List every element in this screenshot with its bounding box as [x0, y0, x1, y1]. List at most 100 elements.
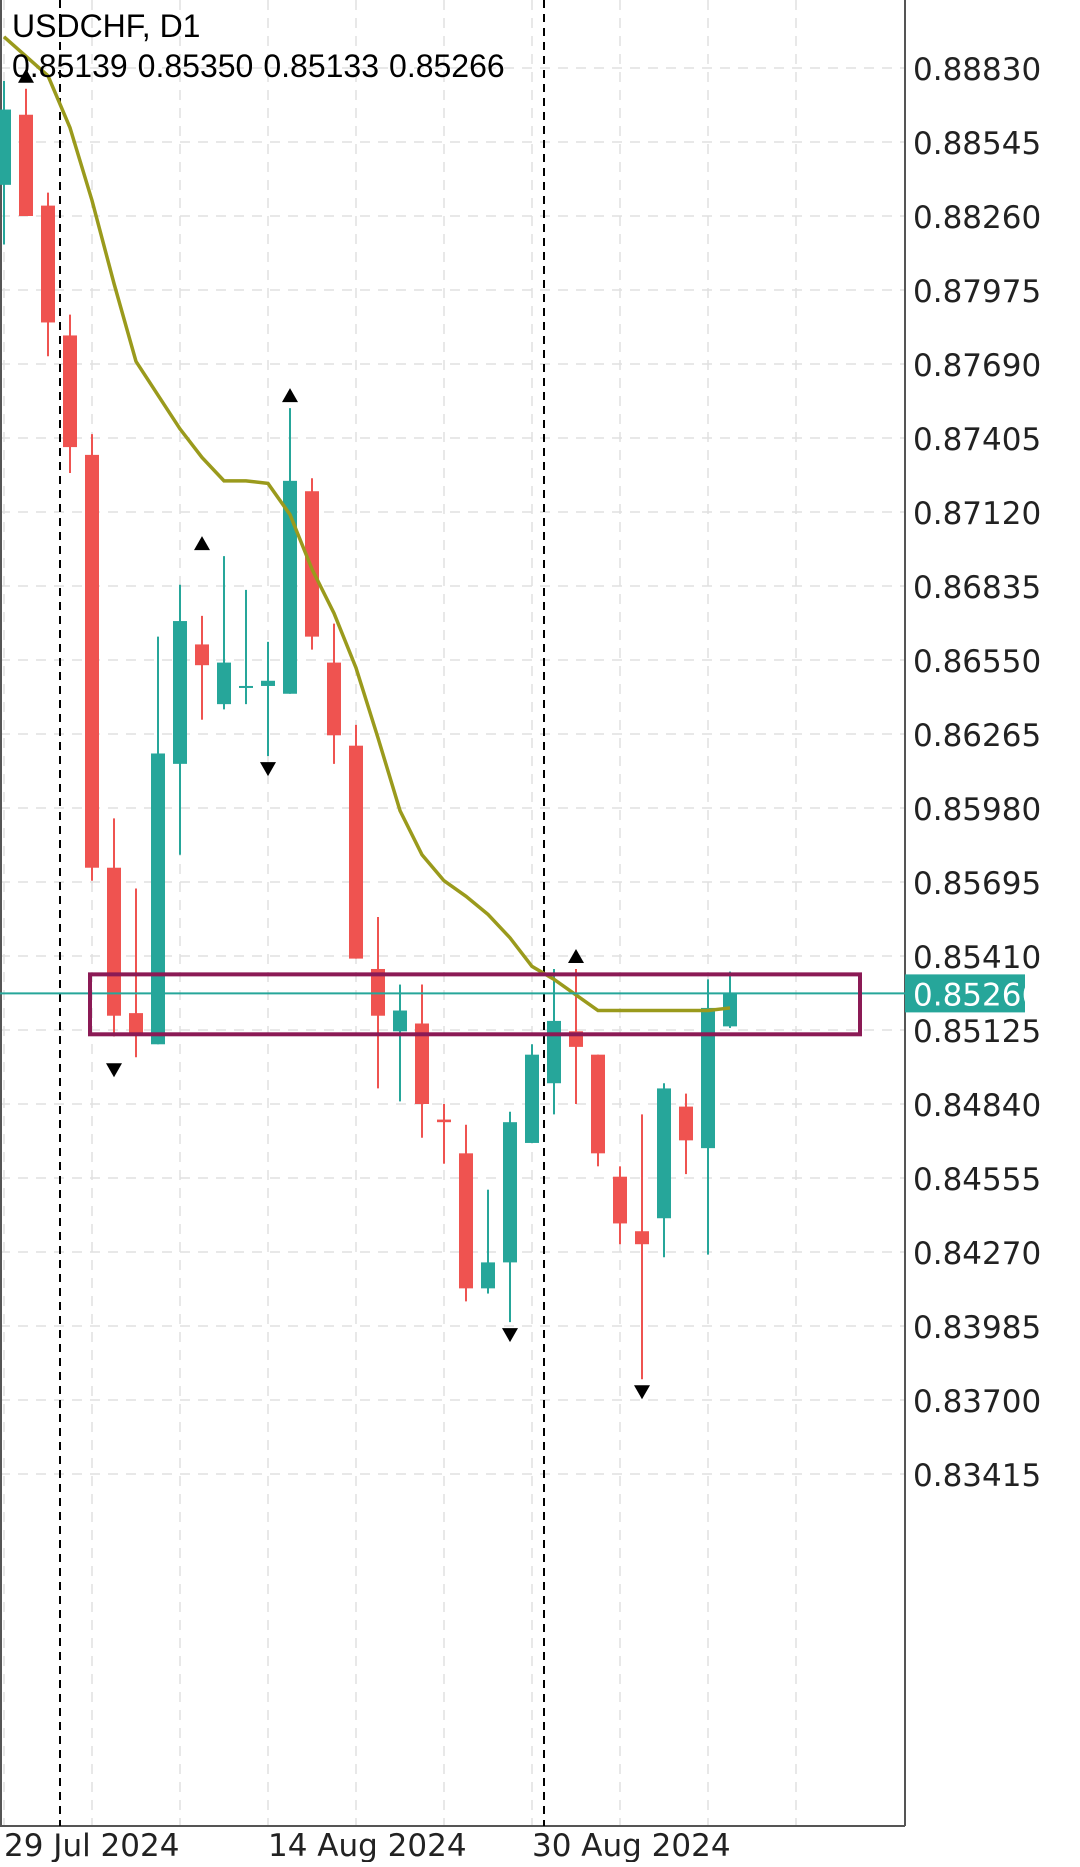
candle-body — [63, 335, 77, 448]
candle — [107, 818, 121, 1037]
candle — [635, 1114, 649, 1380]
candle — [393, 984, 407, 1102]
y-tick-label: 0.83985 — [913, 1310, 1041, 1346]
x-tick-label: 29 Jul 2024 — [4, 1828, 179, 1862]
candle-body — [481, 1262, 495, 1289]
candle — [217, 556, 231, 710]
current-price-label: 0.85266 — [913, 977, 1041, 1013]
fractal-down-arrow — [634, 1385, 650, 1400]
candle-body — [547, 1020, 561, 1084]
y-tick-label: 0.83700 — [913, 1384, 1041, 1420]
candle-body — [657, 1088, 671, 1219]
candle-body — [0, 109, 11, 185]
candle-body — [85, 454, 99, 868]
candle — [371, 917, 385, 1089]
candle-body — [129, 1013, 143, 1034]
ohlc-open: 0.85139 — [12, 48, 128, 84]
y-tick-label: 0.86550 — [913, 644, 1041, 680]
y-tick-label: 0.88830 — [913, 52, 1041, 88]
fractal-down-arrow — [106, 1063, 122, 1078]
symbol-label: USDCHF, D1 — [12, 8, 201, 44]
candle-body — [393, 1010, 407, 1032]
moving-average-line — [2, 35, 731, 1013]
candle-body — [305, 491, 319, 637]
candles-group — [0, 80, 737, 1380]
y-tick-label: 0.83415 — [913, 1458, 1041, 1494]
y-tick-label: 0.87120 — [913, 496, 1041, 532]
candle-body — [371, 968, 385, 1016]
candle-body — [41, 205, 55, 323]
candle — [459, 1124, 473, 1302]
candle — [437, 1104, 451, 1164]
candle-body — [415, 1023, 429, 1104]
x-tick-label: 30 Aug 2024 — [532, 1828, 731, 1862]
candle-body — [195, 644, 209, 666]
candle — [503, 1111, 517, 1323]
candle — [679, 1093, 693, 1175]
y-tick-label: 0.87405 — [913, 422, 1041, 458]
y-tick-label: 0.87690 — [913, 348, 1041, 384]
y-tick-label: 0.85125 — [913, 1014, 1041, 1050]
candle — [41, 192, 55, 357]
candle — [525, 1044, 539, 1143]
y-tick-label: 0.87975 — [913, 274, 1041, 310]
candle-body — [107, 867, 121, 1016]
candle-body — [283, 480, 297, 694]
candle — [701, 979, 715, 1255]
y-tick-label: 0.86265 — [913, 718, 1041, 754]
ohlc-high: 0.85350 — [137, 48, 254, 84]
candle-body — [173, 621, 187, 764]
candle-body — [679, 1106, 693, 1141]
candle — [613, 1166, 627, 1245]
y-tick-label: 0.84555 — [913, 1162, 1041, 1198]
ohlc-readout: 0.85139 0.85350 0.85133 0.85266 — [12, 46, 515, 86]
candle-body — [239, 685, 253, 688]
candle-body — [349, 745, 363, 959]
fractal-up-arrow — [18, 68, 34, 83]
candle — [195, 615, 209, 720]
candle-body — [613, 1176, 627, 1224]
y-tick-label: 0.85980 — [913, 792, 1041, 828]
y-tick-label: 0.86835 — [913, 570, 1041, 606]
candle — [283, 408, 297, 694]
candle — [305, 478, 319, 650]
fractal-up-arrow — [568, 948, 584, 963]
candle — [85, 434, 99, 881]
candle-body — [327, 662, 341, 736]
candle-body — [723, 993, 737, 1027]
candle — [657, 1083, 671, 1258]
candle-body — [503, 1122, 517, 1263]
candle — [327, 623, 341, 764]
y-tick-label: 0.84840 — [913, 1088, 1041, 1124]
ohlc-close: 0.85266 — [389, 48, 505, 84]
fractal-down-arrow — [260, 762, 276, 777]
fractal-up-arrow — [194, 536, 210, 551]
y-tick-label: 0.88545 — [913, 126, 1041, 162]
candle-body — [151, 753, 165, 1045]
candle — [415, 984, 429, 1138]
candle-body — [459, 1153, 473, 1289]
candle-body — [261, 680, 275, 686]
candle-body — [701, 1007, 715, 1149]
support-resistance-zone — [88, 972, 862, 1037]
candle — [349, 724, 363, 959]
fractal-down-arrow — [502, 1328, 518, 1343]
chart-header: USDCHF, D1 0.85139 0.85350 0.85133 0.85266 — [12, 6, 515, 86]
candle — [481, 1189, 495, 1294]
ohlc-low: 0.85133 — [263, 48, 380, 84]
candle — [0, 80, 11, 245]
grid-group — [0, 0, 905, 1826]
candle — [591, 1054, 605, 1167]
fractal-up-arrow — [282, 388, 298, 403]
y-tick-label: 0.85695 — [913, 866, 1041, 902]
candle — [261, 641, 275, 757]
y-tick-label: 0.85410 — [913, 940, 1041, 976]
candle-body — [437, 1119, 451, 1123]
candle — [63, 314, 77, 474]
candle — [239, 589, 253, 705]
candle-body — [591, 1054, 605, 1154]
candle — [19, 88, 33, 216]
candle-body — [635, 1231, 649, 1245]
